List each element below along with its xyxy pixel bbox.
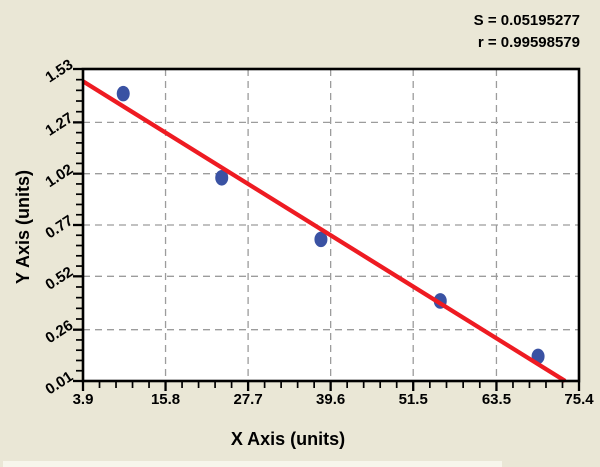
x-tick-label: 15.8 [151, 391, 180, 408]
x-tick-label: 75.4 [564, 391, 594, 408]
x-tick-label: 51.5 [399, 391, 428, 408]
y-tick-label: 1.53 [42, 56, 76, 86]
window-edge-strip [3, 461, 502, 467]
data-point [215, 169, 229, 186]
x-tick-label: 3.9 [73, 391, 94, 408]
regression-line [81, 79, 567, 383]
plot-frame [81, 67, 581, 383]
data-point [116, 85, 130, 102]
x-tick-label: 27.7 [234, 391, 263, 408]
data-point [314, 231, 328, 248]
x-axis-title: X Axis (units) [230, 429, 346, 449]
r-value-label: r = 0.99598579 [477, 34, 580, 51]
y-axis-title: Y Axis (units) [13, 169, 33, 285]
x-tick-label: 39.6 [316, 391, 345, 408]
y-tick-label: 0.77 [42, 212, 76, 242]
y-tick-label: 0.26 [42, 317, 76, 347]
y-tick-label: 0.01 [42, 368, 76, 398]
y-tick-label: 1.27 [42, 109, 76, 139]
y-tick-label: 0.52 [42, 263, 76, 293]
s-value-label: S = 0.05195277 [473, 12, 580, 29]
fit-statistics: S = 0.05195277 r = 0.99598579 [474, 10, 580, 54]
x-tick-label: 63.5 [482, 391, 511, 408]
y-tick-label: 1.02 [42, 161, 76, 191]
